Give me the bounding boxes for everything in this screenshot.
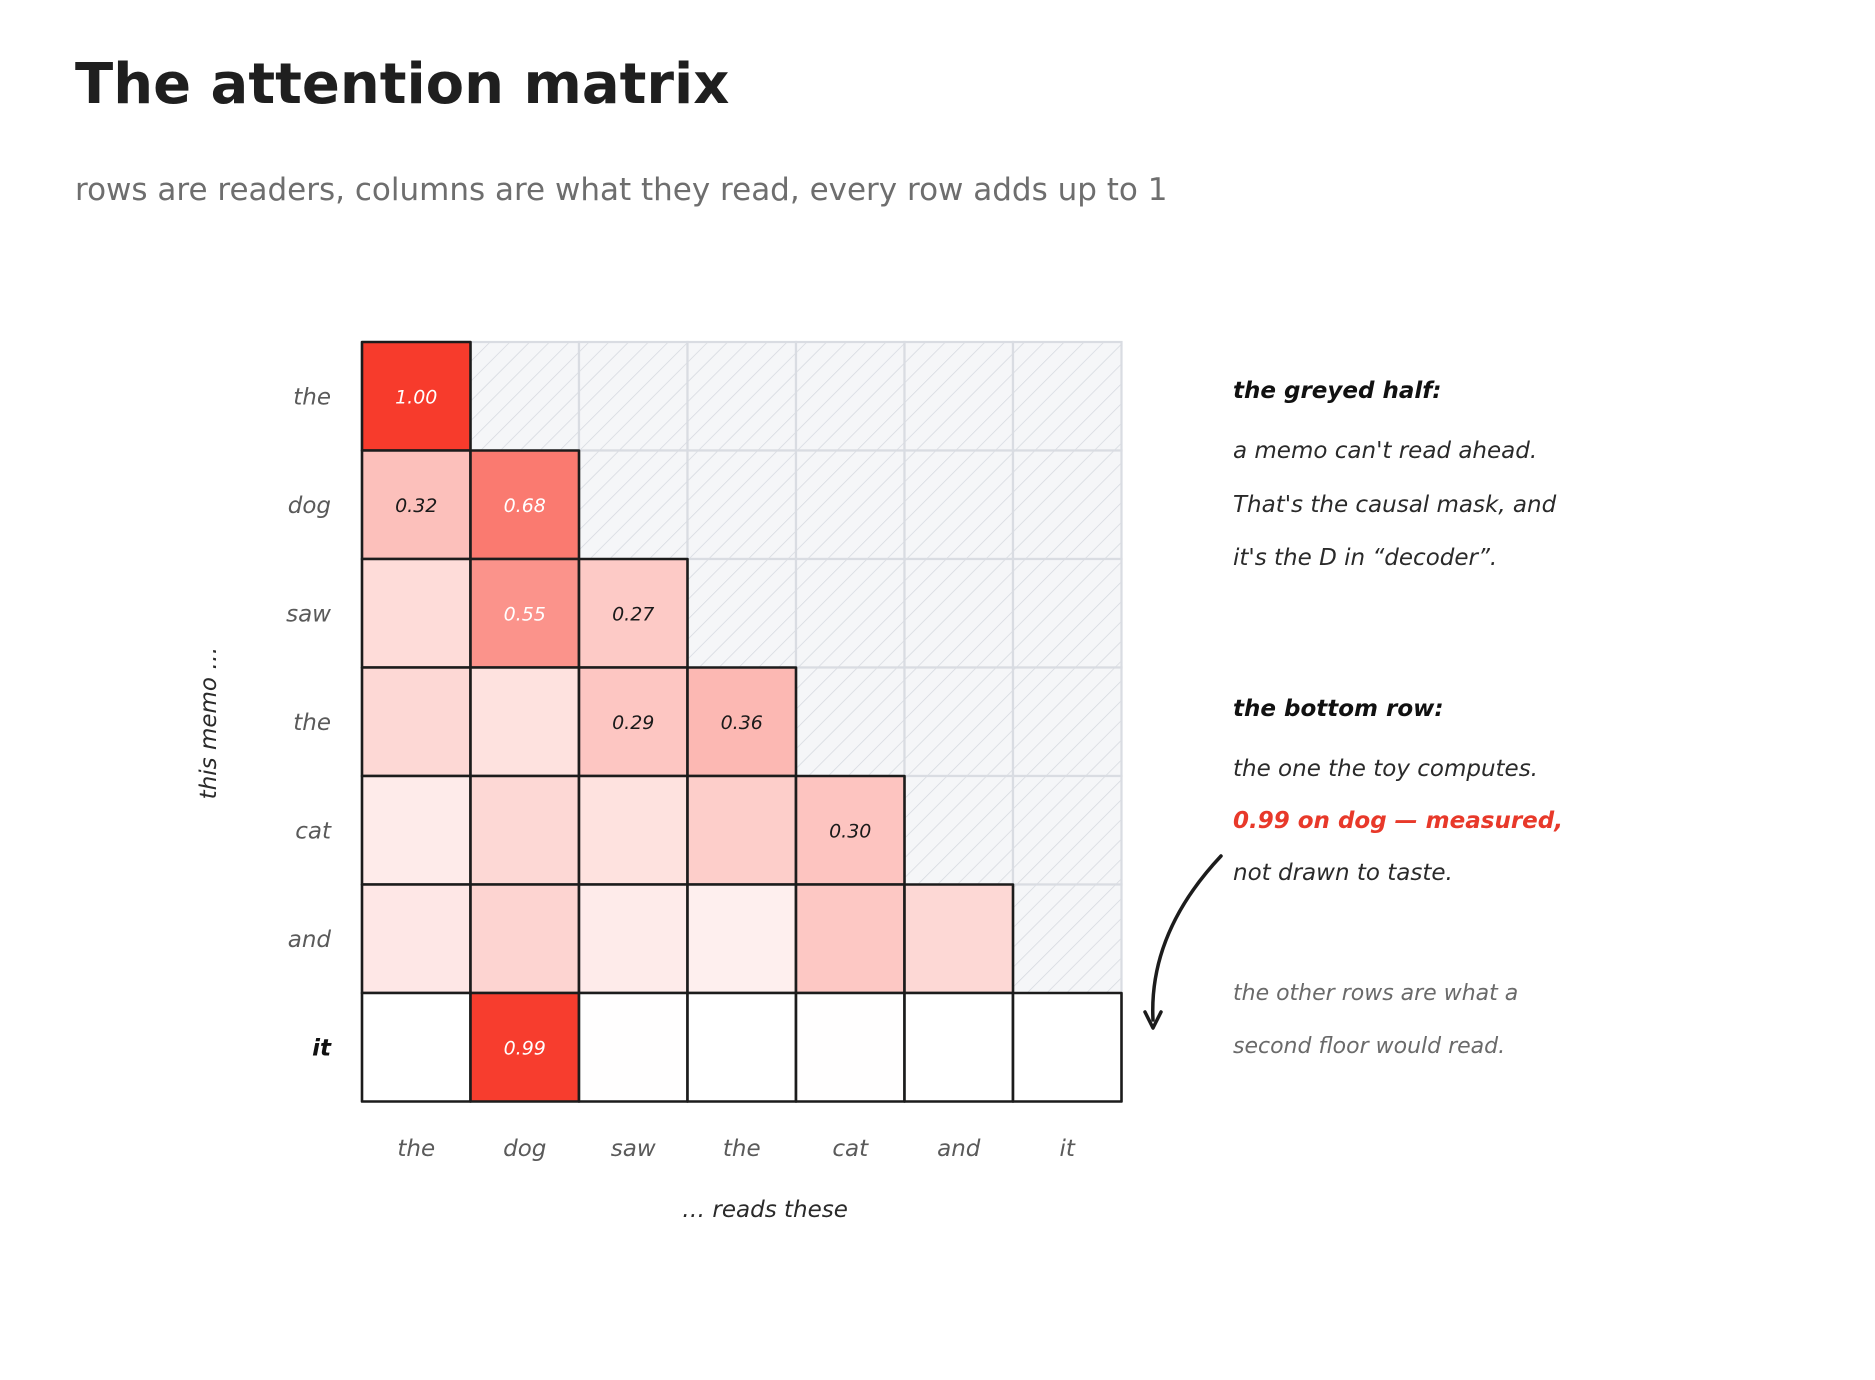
masked-cell	[794, 557, 906, 669]
x-axis-label: … reads these	[682, 1197, 848, 1223]
x-tick-label: it	[1060, 1136, 1076, 1162]
cell-value-label: 0.99	[504, 1037, 546, 1059]
chart-subtitle: rows are readers, columns are what they …	[75, 172, 1168, 208]
masked-cell	[794, 340, 906, 452]
x-tick-label: the	[397, 1136, 435, 1162]
heatmap-cell	[469, 774, 581, 886]
heatmap-cell	[794, 774, 906, 886]
cell-value-label: 0.36	[721, 712, 763, 734]
y-tick-label: saw	[286, 601, 331, 627]
bottom-row-heading: the bottom row:	[1233, 696, 1444, 722]
masked-cell	[903, 557, 1015, 669]
heatmap-cell	[469, 666, 581, 778]
greyed-half-heading: the greyed half:	[1233, 378, 1442, 404]
heatmap-cell	[903, 883, 1015, 995]
heatmap-cell	[577, 557, 689, 669]
masked-cell	[903, 449, 1015, 561]
x-tick-label: saw	[611, 1136, 656, 1162]
heatmap-cell	[360, 883, 472, 995]
masked-cell	[1011, 883, 1123, 995]
y-tick-label: cat	[295, 818, 332, 844]
cell-value-label: 0.30	[829, 820, 871, 842]
y-tick-label: dog	[288, 493, 331, 519]
bottom-row-line-1: the one the toy computes.	[1233, 756, 1538, 782]
curved-arrow-icon	[1151, 854, 1223, 1022]
masked-cell	[903, 774, 1015, 886]
y-tick-label: the	[293, 384, 331, 410]
y-tick-label: it	[312, 1035, 332, 1061]
heatmap-cells: 1.00 0.32 0.68 0.55 0.27 0.29 0.36 0.30 0.99	[360, 340, 1123, 1103]
masked-cell	[903, 340, 1015, 452]
heatmap-cell	[577, 774, 689, 886]
cell-value-label: 0.29	[612, 712, 654, 734]
masked-cell	[1011, 449, 1123, 561]
masked-cell	[686, 340, 798, 452]
heatmap-cell	[469, 991, 581, 1103]
masked-cell	[1011, 666, 1123, 778]
cell-value-label: 0.68	[504, 495, 546, 517]
x-tick-label: cat	[832, 1136, 869, 1162]
greyed-half-line-2: That's the causal mask, and	[1233, 492, 1557, 518]
x-tick-label: and	[937, 1136, 981, 1162]
heatmap-cell	[794, 991, 906, 1103]
heatmap-cell	[577, 666, 689, 778]
greyed-half-line-1: a memo can't read ahead.	[1233, 438, 1538, 464]
heatmap-cell	[577, 991, 689, 1103]
masked-cell	[794, 666, 906, 778]
masked-cell	[577, 340, 689, 452]
heatmap-cell	[686, 883, 798, 995]
cell-value-label: 0.27	[612, 603, 654, 625]
heatmap-cell	[686, 666, 798, 778]
cell-value-label: 0.32	[395, 495, 437, 517]
masked-cell	[1011, 557, 1123, 669]
masked-cell	[794, 449, 906, 561]
masked-cell	[903, 666, 1015, 778]
cell-value-label: 0.55	[504, 603, 546, 625]
masked-cell	[686, 449, 798, 561]
heatmap-cell	[686, 774, 798, 886]
heatmap-cell	[360, 666, 472, 778]
masked-cell	[469, 340, 581, 452]
chart-title: The attention matrix	[75, 52, 730, 117]
heatmap-cell	[360, 557, 472, 669]
x-tick-label: the	[723, 1136, 761, 1162]
heatmap-cell	[686, 991, 798, 1103]
other-rows-line-1: the other rows are what a	[1233, 981, 1519, 1006]
y-axis-label: this memo …	[196, 647, 222, 800]
heatmap-cell	[360, 991, 472, 1103]
heatmap-cell	[469, 883, 581, 995]
heatmap-cell	[1011, 991, 1123, 1103]
y-tick-label: and	[288, 927, 332, 953]
cell-value-label: 1.00	[395, 386, 437, 408]
heatmap-cell	[360, 774, 472, 886]
heatmap-cell	[903, 991, 1015, 1103]
x-tick-label: dog	[503, 1136, 546, 1162]
arrowhead-icon	[1143, 1010, 1163, 1030]
heatmap-cell	[577, 883, 689, 995]
y-tick-label: the	[293, 710, 331, 736]
bottom-row-highlight: 0.99 on dog — measured,	[1233, 808, 1563, 834]
heatmap-cell	[469, 449, 581, 561]
heatmap-cell	[794, 883, 906, 995]
masked-cell	[1011, 340, 1123, 452]
masked-cell	[577, 449, 689, 561]
bottom-row-line-2: not drawn to taste.	[1233, 860, 1453, 886]
greyed-half-line-3: it's the D in “decoder”.	[1233, 545, 1498, 571]
other-rows-line-2: second floor would read.	[1233, 1034, 1506, 1059]
masked-cell	[1011, 774, 1123, 886]
masked-cell	[686, 557, 798, 669]
tick-labels: the dog saw the cat and it the dog saw the cat and it	[286, 384, 1076, 1162]
